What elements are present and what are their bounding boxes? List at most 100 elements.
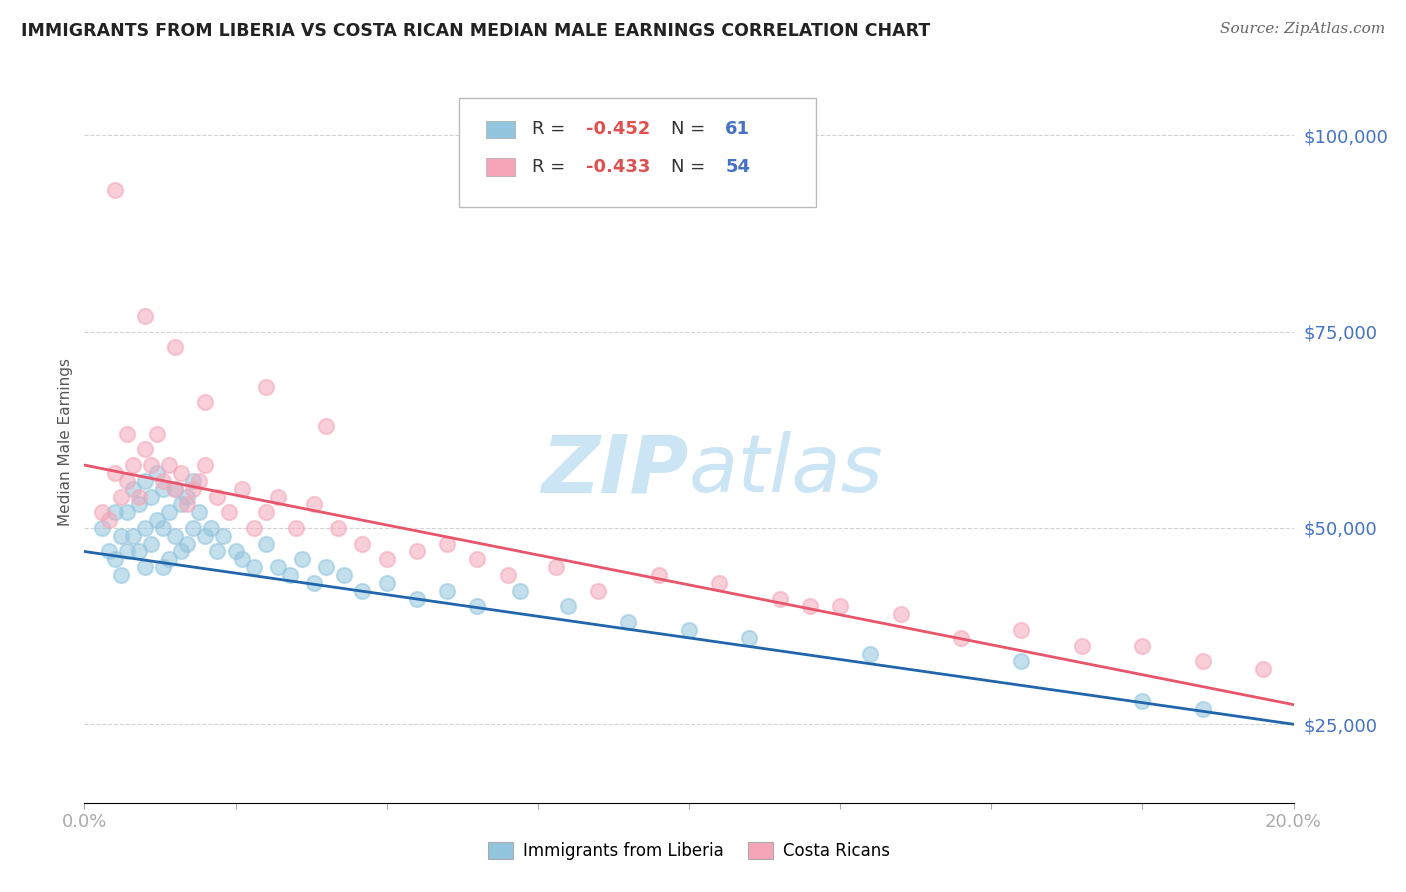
Y-axis label: Median Male Earnings: Median Male Earnings [58, 358, 73, 525]
Text: N =: N = [671, 158, 711, 176]
Point [375, 575, 398, 590]
Point [104, 466, 127, 480]
Point [315, 560, 337, 574]
Point [588, 583, 610, 598]
FancyBboxPatch shape [460, 98, 815, 207]
Text: -0.433: -0.433 [586, 158, 651, 176]
Point [134, 560, 156, 574]
Point [200, 521, 222, 535]
Point [890, 607, 912, 622]
Point [97, 544, 120, 558]
Point [830, 599, 852, 614]
Point [170, 497, 193, 511]
Point [134, 309, 156, 323]
Point [104, 552, 127, 566]
Point [709, 575, 731, 590]
Point [152, 521, 174, 535]
Point [218, 505, 240, 519]
Point [134, 474, 156, 488]
Text: ZIP: ZIP [541, 432, 689, 509]
Point [176, 490, 198, 504]
Text: IMMIGRANTS FROM LIBERIA VS COSTA RICAN MEDIAN MALE EARNINGS CORRELATION CHART: IMMIGRANTS FROM LIBERIA VS COSTA RICAN M… [21, 22, 931, 40]
Text: 61: 61 [725, 120, 751, 138]
Point [231, 482, 253, 496]
Point [165, 482, 187, 496]
Point [1011, 655, 1033, 669]
Point [1011, 623, 1033, 637]
Point [799, 599, 821, 614]
Point [146, 426, 169, 441]
Point [212, 529, 235, 543]
Point [170, 466, 193, 480]
Point [91, 505, 114, 519]
Point [194, 458, 217, 472]
Point [1253, 662, 1275, 676]
Point [225, 544, 247, 558]
Point [121, 482, 143, 496]
Point [1192, 655, 1215, 669]
Point [139, 490, 162, 504]
Point [406, 544, 429, 558]
Point [128, 544, 150, 558]
Point [231, 552, 253, 566]
Point [181, 474, 204, 488]
Point [121, 458, 143, 472]
Point [509, 583, 531, 598]
Point [128, 490, 150, 504]
Point [115, 544, 138, 558]
Point [544, 560, 567, 574]
Point [467, 599, 489, 614]
Point [115, 505, 138, 519]
Point [146, 466, 169, 480]
Point [170, 544, 193, 558]
Point [291, 552, 314, 566]
Point [207, 544, 229, 558]
Point [436, 583, 458, 598]
Point [1130, 694, 1153, 708]
Text: R =: R = [531, 158, 571, 176]
Point [176, 536, 198, 550]
Point [315, 418, 337, 433]
Point [1192, 701, 1215, 715]
Point [165, 529, 187, 543]
Point [648, 568, 671, 582]
Point [157, 505, 180, 519]
Point [1130, 639, 1153, 653]
Point [333, 568, 356, 582]
Point [352, 536, 374, 550]
Point [738, 631, 761, 645]
Point [242, 521, 264, 535]
Point [121, 529, 143, 543]
Point [859, 647, 882, 661]
Point [134, 442, 156, 457]
Point [139, 458, 162, 472]
Text: R =: R = [531, 120, 571, 138]
Point [152, 474, 174, 488]
Point [97, 513, 120, 527]
Point [769, 591, 792, 606]
Point [254, 379, 277, 393]
Point [181, 482, 204, 496]
Point [110, 568, 132, 582]
Point [176, 497, 198, 511]
Point [267, 560, 290, 574]
Point [302, 497, 325, 511]
Point [207, 490, 229, 504]
Point [254, 505, 277, 519]
Point [302, 575, 325, 590]
Text: atlas: atlas [689, 432, 884, 509]
Point [152, 482, 174, 496]
Text: -0.452: -0.452 [586, 120, 651, 138]
Point [188, 505, 211, 519]
Point [181, 521, 204, 535]
Point [91, 521, 114, 535]
Point [104, 183, 127, 197]
Point [278, 568, 301, 582]
Point [267, 490, 290, 504]
Point [104, 505, 127, 519]
Text: 54: 54 [725, 158, 751, 176]
Text: N =: N = [671, 120, 711, 138]
Point [950, 631, 973, 645]
FancyBboxPatch shape [486, 158, 515, 176]
Point [165, 340, 187, 354]
